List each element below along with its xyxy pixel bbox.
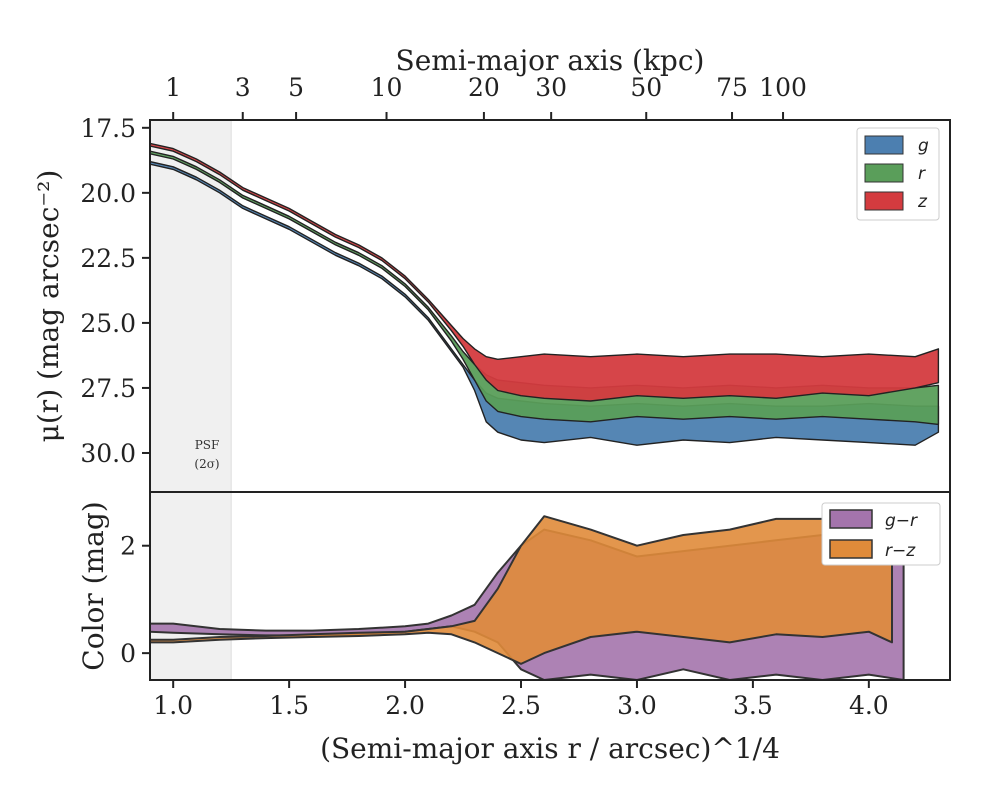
legend-top: g r z: [856, 127, 940, 221]
top-ytick-label: 22.5: [80, 244, 136, 273]
bottom-x-axis-label: (Semi-major axis r / arcsec)^1/4: [320, 732, 780, 765]
bottom-ytick-label: 0: [120, 639, 136, 668]
top-ytick-label: 27.5: [80, 374, 136, 403]
surface-brightness-areas: [150, 142, 940, 446]
top-ytick-label: 25.0: [80, 309, 136, 338]
bottom-xtick-label: 4.0: [849, 691, 889, 720]
top-xtick-label: 5: [288, 73, 304, 102]
top-ytick-label: 17.5: [80, 114, 136, 143]
axes: [142, 112, 951, 688]
band-z: [150, 142, 940, 402]
top-xtick-label: 3: [235, 73, 251, 102]
legend-bottom: g−r r−z: [821, 502, 941, 566]
psf-label-line1: PSF: [195, 438, 220, 452]
top-xtick-label: 30: [535, 73, 567, 102]
top-xtick-label: 100: [759, 73, 807, 102]
top-y-axis-label: μ(r) (mag arcsec⁻²): [32, 170, 65, 443]
bottom-xtick-label: 2.0: [385, 691, 425, 720]
top-xtick-label: 1: [165, 73, 181, 102]
top-ytick-label: 20.0: [80, 179, 136, 208]
bottom-xtick-label: 3.5: [733, 691, 773, 720]
bottom-xtick-label: 2.5: [501, 691, 541, 720]
bottom-xtick-label: 1.5: [269, 691, 309, 720]
psf-label-line2: (2σ): [194, 457, 219, 471]
bottom-xtick-label: 3.0: [617, 691, 657, 720]
legend-label-z: z: [917, 192, 928, 212]
bottom-panel-frame: [149, 491, 951, 681]
psf-shade: [149, 119, 232, 681]
color-areas: [150, 515, 905, 680]
legend-swatch-g: [864, 135, 904, 155]
legend-swatch-r-z: [829, 539, 873, 559]
legend-swatch-z: [864, 191, 904, 211]
legend-label-r-z: r−z: [885, 541, 916, 561]
top-ytick-label: 30.0: [80, 439, 136, 468]
top-xtick-label: 50: [630, 73, 662, 102]
bottom-ytick-label: 2: [120, 532, 136, 561]
top-axis-title: Semi-major axis (kpc): [396, 44, 705, 77]
legend-swatch-r: [864, 163, 904, 183]
labels: 17.5 20.0 22.5 25.0 27.5 30.0 0 2 1.0 1.5 2.0 2.5 3.…: [80, 73, 888, 720]
bottom-xtick-label: 1.0: [153, 691, 193, 720]
legend-label-r: r: [918, 164, 926, 184]
legend-label-g: g: [918, 136, 929, 156]
legend-swatch-g-r: [829, 509, 873, 529]
bottom-y-axis-label: Color (mag): [77, 501, 110, 670]
legend-label-g-r: g−r: [885, 511, 918, 531]
psf-region: [149, 119, 232, 681]
band-r-z: [150, 515, 893, 665]
top-xtick-label: 20: [468, 73, 500, 102]
band-r: [150, 150, 940, 426]
top-xtick-label: 10: [371, 73, 403, 102]
top-xtick-label: 75: [716, 73, 748, 102]
